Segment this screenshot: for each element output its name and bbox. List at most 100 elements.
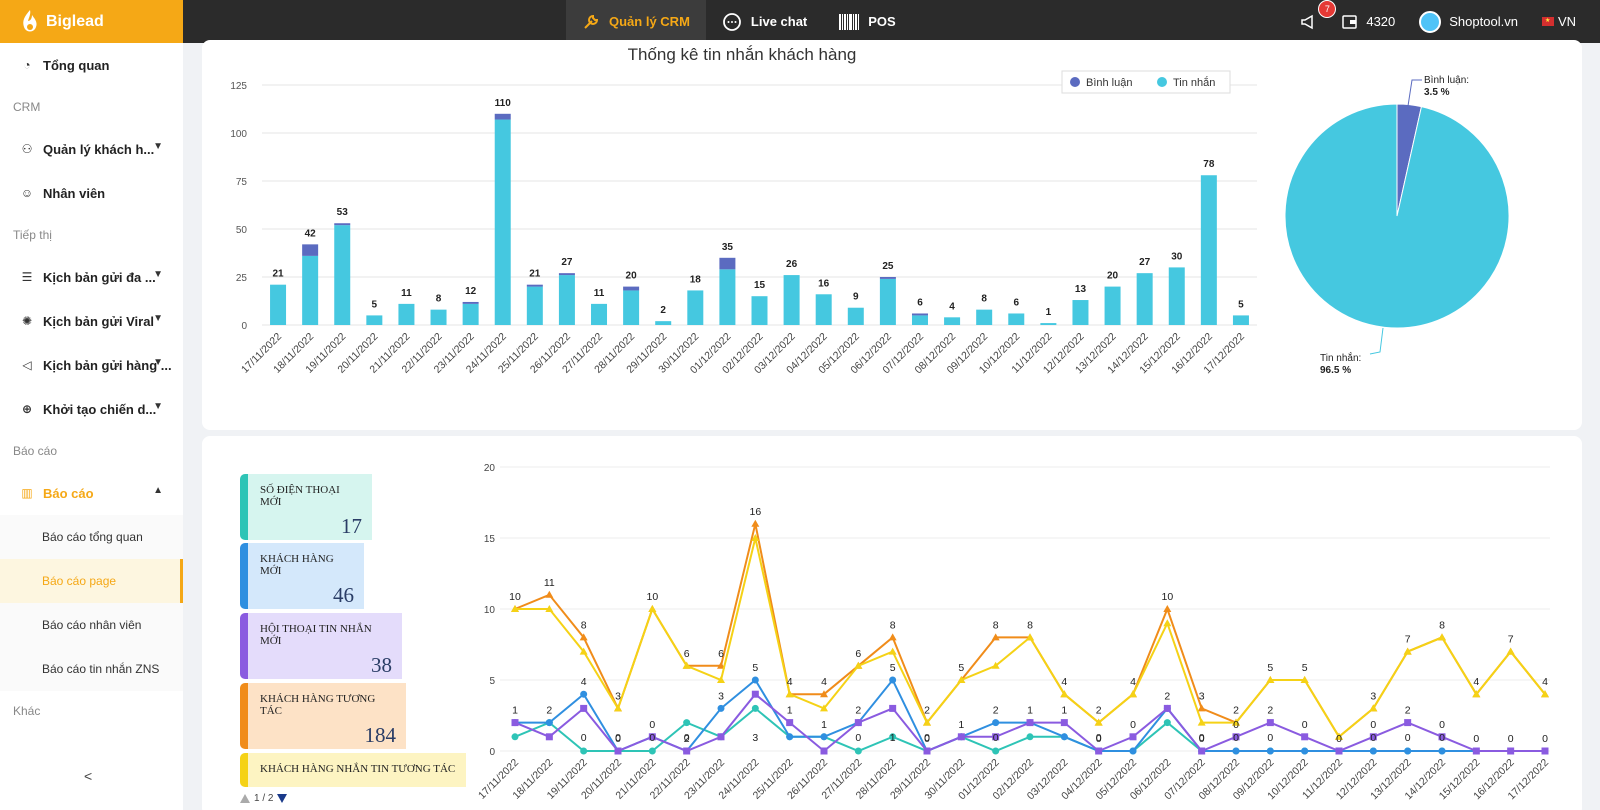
bar-tin-nhan[interactable]: [1104, 286, 1121, 325]
line-point[interactable]: [1369, 747, 1377, 755]
line-point[interactable]: [1026, 733, 1034, 741]
line-point[interactable]: [923, 747, 931, 755]
language-selector[interactable]: VN: [1541, 14, 1576, 29]
line-point[interactable]: [1335, 732, 1343, 740]
line-point[interactable]: [1301, 733, 1309, 741]
next-page-icon[interactable]: [277, 794, 288, 803]
line-point[interactable]: [1369, 733, 1377, 741]
line-point[interactable]: [511, 605, 519, 612]
line-point[interactable]: [1438, 633, 1446, 641]
line-point[interactable]: [854, 747, 862, 755]
line-point[interactable]: [888, 647, 897, 655]
stat-pager[interactable]: 1 / 2: [240, 793, 288, 804]
line-point[interactable]: [820, 704, 828, 712]
bar-tin-nhan[interactable]: [1072, 300, 1089, 325]
line-point[interactable]: [1266, 719, 1274, 727]
line-point[interactable]: [545, 733, 553, 741]
bar-tin-nhan[interactable]: [1168, 267, 1185, 325]
bar-tin-nhan[interactable]: [494, 119, 511, 325]
line-point[interactable]: [751, 519, 760, 527]
line-point[interactable]: [717, 676, 725, 683]
line-point[interactable]: [648, 733, 656, 741]
line-point[interactable]: [1472, 690, 1481, 698]
line-point[interactable]: [1060, 719, 1068, 727]
sidebar-item-overview[interactable]: ◔ Tổng quan: [0, 43, 183, 87]
sidebar-item-staff[interactable]: ☺ Nhân viên: [0, 171, 183, 215]
bar-binh-luan[interactable]: [494, 113, 511, 120]
line-point[interactable]: [786, 719, 794, 727]
bar-tin-nhan[interactable]: [558, 275, 575, 325]
line-point[interactable]: [889, 704, 897, 712]
line-point[interactable]: [751, 690, 759, 698]
line-point[interactable]: [682, 661, 691, 669]
bar-binh-luan[interactable]: [558, 273, 575, 276]
line-point[interactable]: [1472, 747, 1480, 755]
bar-tin-nhan[interactable]: [430, 309, 447, 325]
line-point[interactable]: [1163, 619, 1172, 627]
bar-tin-nhan[interactable]: [655, 321, 672, 325]
nav-crm[interactable]: Quản lý CRM: [566, 0, 706, 43]
line-point[interactable]: [820, 690, 828, 698]
bar-tin-nhan[interactable]: [366, 315, 383, 325]
line-point[interactable]: [923, 718, 931, 726]
line-point[interactable]: [992, 719, 1000, 727]
line-point[interactable]: [648, 747, 656, 755]
collapse-sidebar-icon[interactable]: <: [84, 768, 93, 784]
bar-binh-luan[interactable]: [334, 223, 351, 226]
line-point[interactable]: [786, 733, 794, 741]
bar-tin-nhan[interactable]: [944, 317, 961, 325]
line-point[interactable]: [717, 704, 725, 712]
line-point[interactable]: [717, 733, 725, 741]
line-point[interactable]: [683, 719, 691, 727]
line-point[interactable]: [889, 733, 897, 741]
line-point[interactable]: [992, 747, 1000, 755]
line-point[interactable]: [1369, 704, 1378, 712]
line-point[interactable]: [785, 690, 794, 698]
line-point[interactable]: [1060, 733, 1068, 741]
line-point[interactable]: [1232, 733, 1240, 741]
bar-tin-nhan[interactable]: [270, 284, 287, 325]
bar-binh-luan[interactable]: [462, 301, 479, 304]
bar-tin-nhan[interactable]: [302, 255, 319, 325]
credits[interactable]: 4320: [1342, 14, 1395, 29]
sidebar-item-script-bulk[interactable]: ◁ Kịch bản gửi hàng ... ▼: [0, 343, 183, 387]
line-point[interactable]: [579, 647, 588, 655]
bar-tin-nhan[interactable]: [1200, 175, 1217, 325]
bar-tin-nhan[interactable]: [751, 296, 768, 325]
line-point[interactable]: [1438, 733, 1446, 741]
line-point[interactable]: [717, 661, 725, 669]
bar-tin-nhan[interactable]: [462, 303, 479, 325]
line-point[interactable]: [1163, 704, 1171, 712]
line-point[interactable]: [511, 719, 519, 727]
sidebar-subitem-page-report[interactable]: Báo cáo page: [0, 559, 183, 603]
bar-tin-nhan[interactable]: [1008, 313, 1025, 325]
line-point[interactable]: [580, 704, 588, 712]
bar-tin-nhan[interactable]: [847, 307, 864, 325]
line-point[interactable]: [1198, 747, 1206, 755]
brand-logo[interactable]: Biglead: [0, 0, 183, 43]
line-point[interactable]: [1403, 647, 1412, 655]
line-point[interactable]: [751, 676, 759, 684]
line-point[interactable]: [1266, 676, 1275, 683]
sidebar-item-customers[interactable]: ⚇ Quản lý khách h... ▼: [0, 127, 183, 171]
bar-tin-nhan[interactable]: [591, 303, 608, 325]
line-point[interactable]: [683, 747, 691, 755]
line-point[interactable]: [1129, 747, 1137, 755]
bar-tin-nhan[interactable]: [783, 275, 800, 325]
line-point[interactable]: [614, 747, 622, 755]
line-point[interactable]: [545, 605, 554, 612]
bar-tin-nhan[interactable]: [526, 286, 543, 325]
line-point[interactable]: [992, 733, 1000, 741]
line-point[interactable]: [1266, 747, 1274, 755]
bar-tin-nhan[interactable]: [976, 309, 993, 325]
line-point[interactable]: [820, 733, 828, 741]
line-point[interactable]: [1026, 719, 1034, 727]
line-point[interactable]: [1232, 718, 1240, 726]
line-point[interactable]: [957, 676, 966, 683]
line-point[interactable]: [1197, 718, 1206, 726]
line-point[interactable]: [511, 733, 519, 741]
line-point[interactable]: [1335, 747, 1343, 755]
bar-tin-nhan[interactable]: [623, 290, 640, 325]
line-point[interactable]: [1300, 676, 1309, 683]
line-point[interactable]: [1163, 605, 1172, 612]
